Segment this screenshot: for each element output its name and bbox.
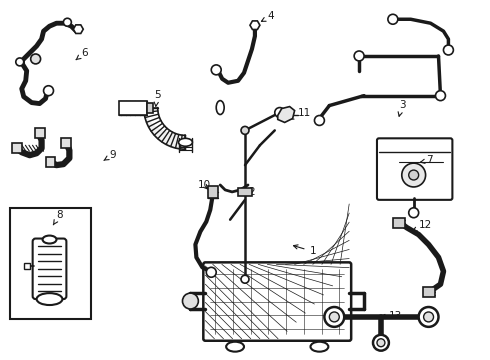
Circle shape xyxy=(241,126,249,134)
Bar xyxy=(61,138,72,148)
Text: 2: 2 xyxy=(242,187,255,197)
Bar xyxy=(24,264,30,269)
Circle shape xyxy=(315,116,324,125)
Text: 11: 11 xyxy=(290,108,311,119)
FancyBboxPatch shape xyxy=(203,262,351,341)
Bar xyxy=(393,218,405,228)
Bar xyxy=(147,103,153,113)
Circle shape xyxy=(377,339,385,347)
Ellipse shape xyxy=(311,342,328,352)
Ellipse shape xyxy=(216,100,224,114)
Bar xyxy=(238,188,252,196)
Circle shape xyxy=(354,51,364,61)
Circle shape xyxy=(409,170,418,180)
Text: 13: 13 xyxy=(381,311,402,321)
Ellipse shape xyxy=(226,342,244,352)
Circle shape xyxy=(31,54,41,64)
Circle shape xyxy=(63,18,72,26)
Text: 5: 5 xyxy=(154,90,160,106)
Text: 6: 6 xyxy=(76,48,88,60)
FancyBboxPatch shape xyxy=(33,239,66,299)
Circle shape xyxy=(443,45,453,55)
Circle shape xyxy=(373,335,389,351)
Polygon shape xyxy=(74,25,83,33)
Circle shape xyxy=(44,86,53,96)
Text: 7: 7 xyxy=(420,155,433,165)
Bar xyxy=(422,287,435,297)
Bar xyxy=(35,129,45,138)
Circle shape xyxy=(388,14,398,24)
Circle shape xyxy=(436,91,445,100)
Circle shape xyxy=(418,307,439,327)
Circle shape xyxy=(241,275,249,283)
Ellipse shape xyxy=(37,293,62,305)
Circle shape xyxy=(409,208,418,218)
Bar xyxy=(46,157,55,167)
Bar xyxy=(10,208,91,319)
Text: 4: 4 xyxy=(262,11,274,21)
Text: 1: 1 xyxy=(294,245,316,256)
Text: 12: 12 xyxy=(413,220,432,231)
Text: 3: 3 xyxy=(398,100,405,116)
Polygon shape xyxy=(250,21,260,30)
Text: 9: 9 xyxy=(104,150,116,161)
Ellipse shape xyxy=(43,235,56,243)
Text: 10: 10 xyxy=(197,180,211,190)
Circle shape xyxy=(402,163,426,187)
Circle shape xyxy=(211,65,221,75)
Bar xyxy=(208,186,218,198)
Circle shape xyxy=(324,307,344,327)
Text: 8: 8 xyxy=(53,210,63,225)
Bar xyxy=(12,143,22,153)
Ellipse shape xyxy=(178,138,193,146)
Circle shape xyxy=(424,312,434,322)
Circle shape xyxy=(275,108,285,117)
Polygon shape xyxy=(278,107,294,122)
FancyBboxPatch shape xyxy=(377,138,452,200)
Circle shape xyxy=(329,312,339,322)
Circle shape xyxy=(16,58,24,66)
Circle shape xyxy=(182,293,198,309)
Bar xyxy=(119,100,147,114)
Circle shape xyxy=(206,267,216,277)
